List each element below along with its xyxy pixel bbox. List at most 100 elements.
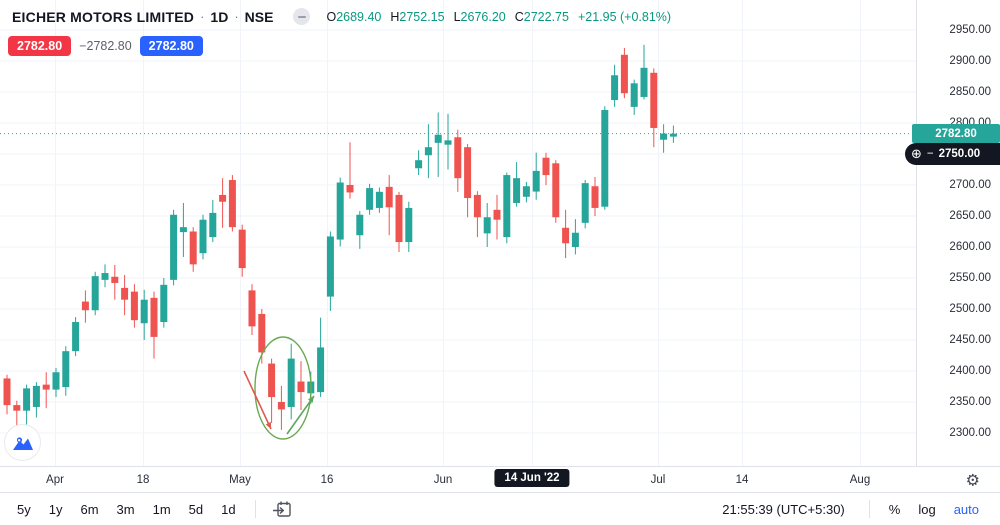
- crosshair-price-value: 2750.00: [938, 148, 981, 160]
- candle-jun3[interactable]: [464, 144, 472, 218]
- candle-may30[interactable]: [424, 124, 432, 179]
- range-button-6m[interactable]: 6m: [80, 501, 99, 517]
- highlight-ellipse-annotation[interactable]: [254, 336, 312, 440]
- candle-may2[interactable]: [238, 224, 246, 277]
- candle-apr27[interactable]: [209, 199, 217, 243]
- candle-jul1[interactable]: [660, 124, 668, 153]
- candle-apr21[interactable]: [170, 209, 178, 286]
- range-button-3m[interactable]: 3m: [116, 501, 135, 517]
- candle-jun21[interactable]: [581, 180, 589, 229]
- candle-mar28[interactable]: [13, 400, 21, 426]
- candle-may13[interactable]: [317, 317, 325, 398]
- candle-apr6[interactable]: [81, 290, 89, 323]
- time-axis[interactable]: 14 Jun '22 ⚙ Apr 18 May 16 Jun Jul 14 Aug: [0, 466, 1000, 492]
- candle-may24[interactable]: [385, 175, 393, 236]
- candle-jun23[interactable]: [601, 106, 609, 210]
- candle-jun9[interactable]: [503, 172, 511, 244]
- candle-jun29[interactable]: [640, 44, 648, 100]
- candle-apr29[interactable]: [228, 175, 236, 232]
- candle-jun20[interactable]: [571, 219, 579, 255]
- symbol-title[interactable]: EICHER MOTORS LIMITED: [12, 8, 195, 25]
- candle-jun22[interactable]: [591, 176, 599, 216]
- candle-apr20[interactable]: [160, 278, 168, 328]
- candle-apr7[interactable]: [91, 271, 99, 316]
- candle-jun17[interactable]: [562, 209, 570, 259]
- candle-may9[interactable]: [277, 385, 285, 430]
- crosshair-price-badge[interactable]: ⊕ − 2750.00: [905, 143, 1000, 165]
- time-axis-label: Apr: [46, 473, 64, 486]
- candle-apr8[interactable]: [101, 264, 109, 288]
- candle-apr22[interactable]: [179, 202, 187, 257]
- candle-may23[interactable]: [375, 187, 383, 213]
- candle-apr18[interactable]: [140, 289, 148, 340]
- candlestick-chart[interactable]: [0, 0, 916, 466]
- percent-scale-button[interactable]: %: [888, 501, 901, 517]
- candle-mar30[interactable]: [32, 382, 40, 418]
- candle-jun10[interactable]: [513, 162, 521, 207]
- candle-may10[interactable]: [287, 343, 295, 420]
- low-label: L: [453, 9, 461, 24]
- candle-mar25[interactable]: [3, 374, 11, 415]
- buy-price-badge[interactable]: 2782.80: [139, 36, 203, 56]
- go-to-date-icon[interactable]: [266, 500, 299, 519]
- candle-jun30[interactable]: [650, 68, 658, 148]
- candle-jun16[interactable]: [552, 160, 560, 223]
- interval-label[interactable]: 1D: [210, 8, 229, 25]
- candle-may27[interactable]: [415, 150, 423, 176]
- candle-jun15[interactable]: [542, 152, 550, 185]
- price-axis[interactable]: 2782.80 ⊕ − 2750.00 2950.00 2900.00 2850.0…: [905, 0, 1000, 466]
- candle-may6[interactable]: [268, 358, 276, 424]
- candle-jun13[interactable]: [522, 181, 530, 203]
- candle-apr26[interactable]: [199, 214, 207, 260]
- candle-may20[interactable]: [366, 183, 374, 215]
- candle-may4[interactable]: [248, 284, 256, 336]
- auto-scale-button[interactable]: auto: [953, 501, 979, 517]
- candle-apr12[interactable]: [121, 274, 129, 316]
- candle-jul4[interactable]: [669, 125, 677, 143]
- candle-jun7[interactable]: [483, 202, 491, 247]
- candle-mar31[interactable]: [42, 372, 50, 409]
- candle-jun24[interactable]: [611, 64, 619, 107]
- candle-jun6[interactable]: [473, 191, 481, 238]
- close-value: 2722.75: [523, 9, 569, 24]
- candle-apr19[interactable]: [150, 291, 158, 359]
- log-scale-button[interactable]: log: [918, 501, 936, 517]
- sell-price-badge[interactable]: 2782.80: [8, 36, 72, 56]
- range-button-5d[interactable]: 5d: [188, 501, 204, 517]
- candle-may16[interactable]: [326, 231, 334, 311]
- candle-apr4[interactable]: [62, 346, 70, 396]
- range-button-1d[interactable]: 1d: [221, 501, 236, 517]
- up-arrow-annotation[interactable]: [286, 395, 315, 435]
- candle-apr11[interactable]: [111, 264, 119, 300]
- candle-may26[interactable]: [405, 201, 413, 252]
- range-button-1m[interactable]: 1m: [152, 501, 171, 517]
- source-more-icon[interactable]: [293, 8, 311, 25]
- range-button-5y[interactable]: 5y: [17, 501, 31, 517]
- range-button-1y[interactable]: 1y: [48, 501, 63, 517]
- candle-jun28[interactable]: [630, 79, 638, 115]
- candle-jun14[interactable]: [532, 152, 540, 200]
- session-clock[interactable]: 21:55:39 (UTC+5:30): [722, 501, 845, 517]
- add-alert-plus-icon[interactable]: ⊕: [911, 146, 922, 162]
- candle-jun1[interactable]: [444, 113, 452, 170]
- price-axis-label: 2950.00: [949, 24, 991, 36]
- chart-legend: EICHER MOTORS LIMITED · 1D · NSE O2689.4…: [12, 8, 671, 25]
- candle-may25[interactable]: [395, 191, 403, 252]
- candle-apr1[interactable]: [52, 367, 60, 398]
- tradingview-logo-icon[interactable]: [4, 424, 41, 461]
- candle-apr13[interactable]: [130, 284, 138, 328]
- candle-may18[interactable]: [346, 142, 354, 199]
- down-arrow-annotation[interactable]: [243, 370, 272, 430]
- candle-apr5[interactable]: [72, 317, 80, 357]
- candle-jun27[interactable]: [620, 47, 628, 99]
- candle-apr28[interactable]: [219, 178, 227, 228]
- candle-jun2[interactable]: [454, 129, 462, 192]
- candle-may11[interactable]: [297, 361, 305, 411]
- candle-may17[interactable]: [336, 177, 344, 247]
- axis-settings-gear-icon[interactable]: ⚙: [965, 470, 980, 489]
- candle-may31[interactable]: [434, 112, 442, 177]
- candle-apr25[interactable]: [189, 227, 197, 272]
- candle-may19[interactable]: [356, 211, 364, 249]
- candle-jun8[interactable]: [493, 194, 501, 240]
